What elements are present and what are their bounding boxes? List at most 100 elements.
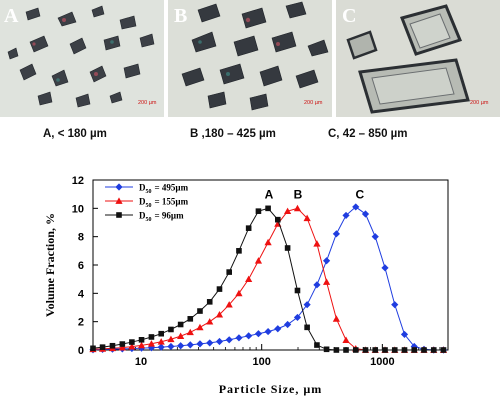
data-point xyxy=(206,299,213,305)
data-point xyxy=(352,203,360,211)
data-point xyxy=(264,327,272,336)
micrograph-panel-b: B 200 µm xyxy=(168,0,332,117)
data-point xyxy=(284,207,292,215)
data-point xyxy=(206,318,214,325)
data-point xyxy=(147,344,156,352)
data-point xyxy=(313,240,321,247)
caption-b: B ,180 – 425 µm xyxy=(190,128,276,140)
x-tick-label: 1000 xyxy=(370,356,394,368)
data-point xyxy=(197,308,203,314)
data-point xyxy=(342,336,350,343)
micrograph-b-image: B 200 µm xyxy=(168,0,332,117)
data-point xyxy=(401,347,408,353)
legend-marker xyxy=(115,183,123,191)
legend-label: D50 = 96µm xyxy=(139,211,184,224)
micrograph-a-image: A 200 µm xyxy=(0,0,164,117)
data-point xyxy=(391,301,399,309)
data-point xyxy=(236,248,242,254)
data-point xyxy=(254,257,263,264)
caption-c: C, 42 – 850 µm xyxy=(328,128,408,140)
micrograph-panel-a: A 200 µm xyxy=(0,0,164,117)
y-tick-label: 0 xyxy=(78,345,84,357)
caption-a: A, < 180 µm xyxy=(43,128,107,140)
data-point xyxy=(293,204,302,212)
data-point xyxy=(129,339,135,345)
data-point xyxy=(206,339,214,347)
data-point xyxy=(284,245,291,251)
data-point xyxy=(177,332,185,339)
data-point xyxy=(167,342,175,351)
x-tick-label: 100 xyxy=(253,356,271,368)
data-point xyxy=(226,269,232,275)
legend-marker xyxy=(116,212,122,218)
legend-marker xyxy=(115,197,123,204)
peak-label: C xyxy=(355,187,364,201)
data-point xyxy=(362,347,369,353)
data-point xyxy=(284,320,292,329)
data-point xyxy=(342,211,350,220)
y-tick-label: 2 xyxy=(78,317,84,329)
crystal-particles xyxy=(181,1,329,111)
data-point xyxy=(391,347,398,353)
data-point xyxy=(245,332,253,340)
large-crystals xyxy=(346,4,470,114)
data-point xyxy=(255,208,262,214)
data-point xyxy=(168,326,174,333)
data-point xyxy=(187,316,194,322)
data-point xyxy=(322,278,331,285)
data-point xyxy=(245,225,252,231)
data-point xyxy=(361,210,370,218)
data-point xyxy=(421,347,427,353)
data-point xyxy=(109,342,116,349)
crystal-particles xyxy=(7,5,155,108)
panel-letter-b: B xyxy=(174,5,187,27)
data-point xyxy=(323,346,330,353)
y-axis-label: Volume Fraction, % xyxy=(43,213,57,317)
data-point xyxy=(304,324,310,331)
data-point xyxy=(381,264,389,272)
data-point xyxy=(332,230,340,238)
data-point xyxy=(138,337,145,343)
data-point xyxy=(372,347,379,353)
data-point xyxy=(343,347,349,353)
data-point xyxy=(314,342,320,348)
data-point xyxy=(167,335,175,343)
scale-label-c: 200 µm xyxy=(470,100,489,106)
size-range-captions: A, < 180 µm B ,180 – 425 µm C, 42 – 850 … xyxy=(0,128,500,146)
data-point xyxy=(254,330,263,338)
scale-label-a: 200 µm xyxy=(138,100,157,106)
x-axis-label: Particle Size, µm xyxy=(219,382,323,396)
data-point xyxy=(274,325,282,333)
panel-letter-c: C xyxy=(342,5,356,27)
data-point xyxy=(265,205,271,212)
scale-label-b: 200 µm xyxy=(304,100,323,106)
data-point xyxy=(274,216,281,223)
y-tick-label: 4 xyxy=(78,288,85,300)
data-point xyxy=(382,347,388,353)
data-point xyxy=(118,343,126,351)
data-point xyxy=(147,340,156,347)
data-point xyxy=(137,341,146,349)
y-tick-label: 12 xyxy=(72,175,84,187)
data-point xyxy=(371,233,379,241)
data-point xyxy=(264,238,272,246)
data-point xyxy=(216,286,223,292)
data-point xyxy=(235,334,243,342)
data-point xyxy=(352,347,359,353)
data-point xyxy=(177,321,184,328)
data-point xyxy=(322,257,331,265)
micrograph-c-image: C 200 µm xyxy=(336,0,500,117)
data-point xyxy=(119,341,126,347)
x-tick-label: 10 xyxy=(135,356,147,368)
data-point xyxy=(303,214,311,222)
data-point xyxy=(332,315,340,322)
data-point xyxy=(196,340,204,348)
legend-label: D50 = 495µm xyxy=(139,183,189,196)
data-point xyxy=(333,347,340,353)
data-point xyxy=(411,347,418,353)
particle-size-distribution-chart: 0 2 4 6 8 10 12 10 100 1000 Particle Size, µm Volum… xyxy=(43,175,449,396)
y-tick-label: 6 xyxy=(78,260,84,272)
data-point xyxy=(157,338,165,345)
data-point xyxy=(158,330,165,337)
peak-label: B xyxy=(294,187,303,201)
